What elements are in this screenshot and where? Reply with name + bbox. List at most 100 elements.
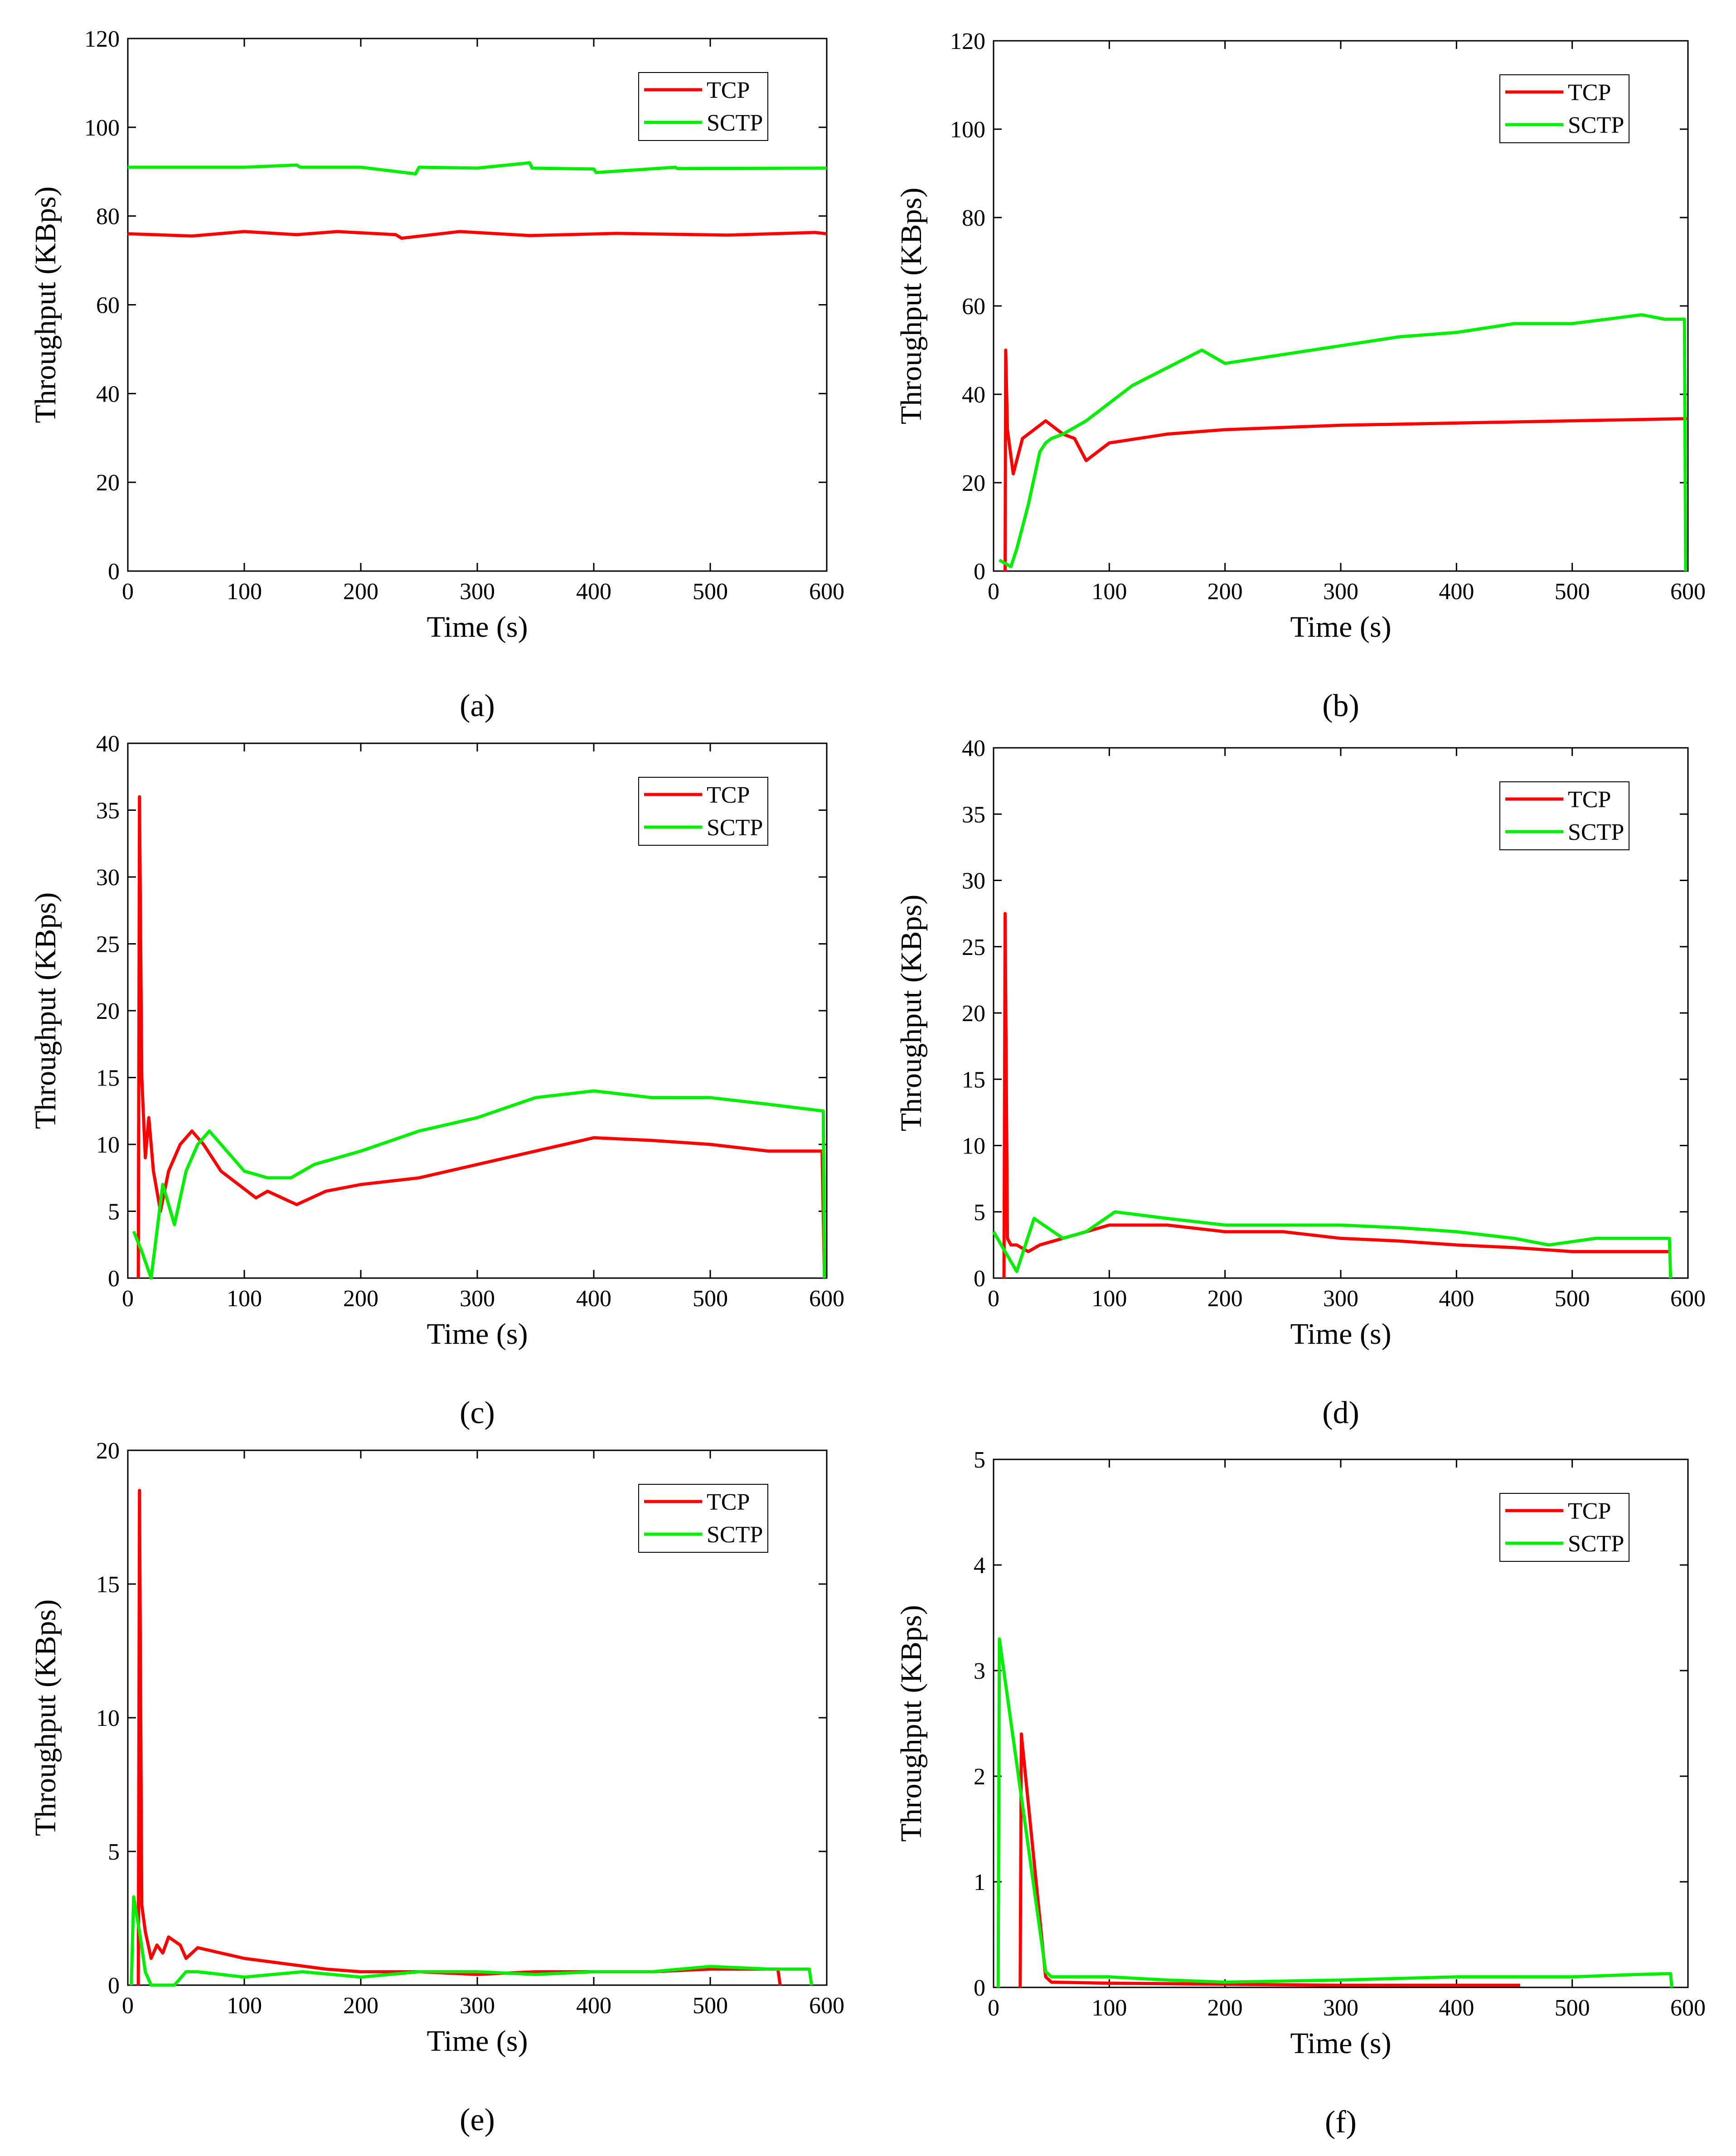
x-tick-label: 0 [122, 579, 134, 605]
x-tick-label: 600 [1670, 1995, 1706, 2021]
x-tick-label: 200 [343, 579, 378, 605]
legend-box [1499, 781, 1629, 850]
y-tick-label: 20 [962, 1001, 985, 1027]
legend-label-tcp: TCP [1568, 787, 1611, 813]
y-tick-label: 3 [974, 1658, 985, 1684]
y-tick-label: 5 [974, 1200, 985, 1226]
x-tick-label: 400 [1439, 1995, 1474, 2021]
y-tick-label: 60 [962, 294, 985, 320]
y-tick-label: 10 [96, 1705, 120, 1731]
legend-box [638, 1484, 768, 1553]
y-tick-label: 40 [962, 736, 985, 761]
chart-panel-1: 0 100 200 300 400 500 600 0 20 40 60 80 100 120 Time (… [29, 26, 844, 723]
x-tick-label: 100 [227, 1993, 262, 2019]
x-tick-label: 500 [1555, 1995, 1590, 2021]
series-line-tcp [136, 1489, 782, 1986]
panel-label: (c) [460, 1395, 495, 1430]
legend-label-sctp: SCTP [707, 815, 763, 841]
x-axis-title: Time (s) [1290, 610, 1391, 644]
y-tick-label: 15 [96, 1066, 120, 1091]
legend-label-sctp: SCTP [707, 110, 763, 136]
y-tick-label: 0 [108, 1973, 120, 1999]
x-tick-label: 500 [693, 1993, 728, 2019]
legend-label-sctp: SCTP [1568, 1531, 1624, 1557]
x-tick-label: 300 [460, 1286, 495, 1312]
y-tick-label: 15 [96, 1572, 120, 1598]
legend-box [1499, 1493, 1629, 1562]
legend-label-sctp: SCTP [707, 1522, 763, 1548]
y-tick-label: 60 [96, 293, 120, 319]
series-line-tcp [1004, 349, 1688, 572]
y-tick-label: 1 [974, 1870, 985, 1895]
x-tick-label: 300 [1323, 1286, 1358, 1312]
x-tick-label: 500 [693, 579, 728, 605]
x-tick-label: 0 [122, 1993, 134, 2019]
x-axis-title: Time (s) [427, 1318, 528, 1351]
x-tick-label: 600 [809, 1993, 844, 2019]
x-tick-label: 400 [576, 579, 611, 605]
series-line-sctp [992, 1210, 1673, 1279]
x-tick-label: 500 [1555, 579, 1590, 605]
legend-box [638, 72, 768, 141]
x-tick-label: 200 [343, 1286, 378, 1312]
y-tick-label: 20 [96, 470, 120, 496]
y-axis-title: Throughput (KBps) [895, 1605, 928, 1841]
x-tick-label: 400 [1439, 579, 1474, 605]
x-tick-label: 200 [1207, 579, 1243, 605]
x-tick-label: 300 [1323, 1995, 1358, 2021]
y-tick-label: 35 [962, 802, 985, 828]
legend-label-sctp: SCTP [1568, 819, 1624, 845]
series-line-sctp [132, 1089, 826, 1280]
series-line-tcp [127, 230, 827, 240]
x-tick-label: 400 [576, 1286, 611, 1312]
legend-label-tcp: TCP [707, 782, 750, 808]
y-tick-label: 25 [96, 932, 120, 958]
legend-box [1499, 74, 1629, 143]
chart-panel-4: 0 100 200 300 400 500 600 0 5 10 15 20 25 30 35 40 Time … [895, 736, 1706, 1430]
x-tick-label: 100 [1091, 1995, 1127, 2021]
x-tick-label: 300 [460, 1993, 495, 2019]
y-tick-label: 20 [96, 1438, 120, 1464]
legend-label-tcp: TCP [707, 1489, 750, 1515]
x-axis-title: Time (s) [427, 2025, 528, 2058]
y-tick-label: 0 [108, 1266, 120, 1292]
y-axis-title: Throughput (KBps) [29, 186, 62, 423]
series-line-sctp [128, 161, 827, 176]
x-axis-title: Time (s) [1290, 2027, 1391, 2060]
panel-label: (a) [460, 688, 495, 723]
y-tick-label: 2 [974, 1764, 985, 1790]
y-tick-label: 120 [84, 26, 120, 52]
y-axis-title: Throughput (KBps) [29, 892, 62, 1129]
x-tick-label: 500 [1555, 1286, 1590, 1312]
y-tick-label: 5 [974, 1447, 985, 1473]
y-tick-label: 10 [96, 1132, 120, 1158]
series-line-sctp [999, 313, 1688, 572]
y-tick-label: 20 [96, 998, 120, 1024]
legend-label-tcp: TCP [1568, 1498, 1611, 1524]
y-tick-label: 35 [96, 798, 120, 824]
y-tick-label: 0 [974, 559, 985, 585]
y-axis-title: Throughput (KBps) [29, 1599, 62, 1836]
y-tick-label: 20 [962, 470, 985, 496]
x-tick-label: 400 [576, 1993, 611, 2019]
x-tick-label: 0 [988, 579, 999, 605]
x-tick-label: 100 [227, 1286, 262, 1312]
y-tick-label: 5 [108, 1839, 120, 1865]
y-tick-label: 5 [108, 1199, 120, 1225]
x-tick-label: 200 [343, 1993, 378, 2019]
x-axis-title: Time (s) [1290, 1318, 1391, 1351]
y-tick-label: 120 [950, 29, 985, 54]
chart-panel-3: 0 100 200 300 400 500 600 0 5 10 15 20 25 30 35 40 Time … [29, 731, 844, 1430]
y-tick-label: 4 [974, 1553, 985, 1579]
y-tick-label: 0 [974, 1266, 985, 1292]
y-axis-title: Throughput (KBps) [895, 895, 928, 1131]
x-tick-label: 0 [988, 1286, 999, 1312]
y-tick-label: 100 [950, 117, 985, 143]
series-line-tcp [1002, 912, 1671, 1279]
x-tick-label: 600 [1670, 1286, 1706, 1312]
y-tick-label: 40 [96, 381, 120, 407]
x-tick-label: 200 [1207, 1286, 1243, 1312]
series-line-sctp [996, 1637, 1673, 1988]
x-tick-label: 600 [809, 579, 844, 605]
